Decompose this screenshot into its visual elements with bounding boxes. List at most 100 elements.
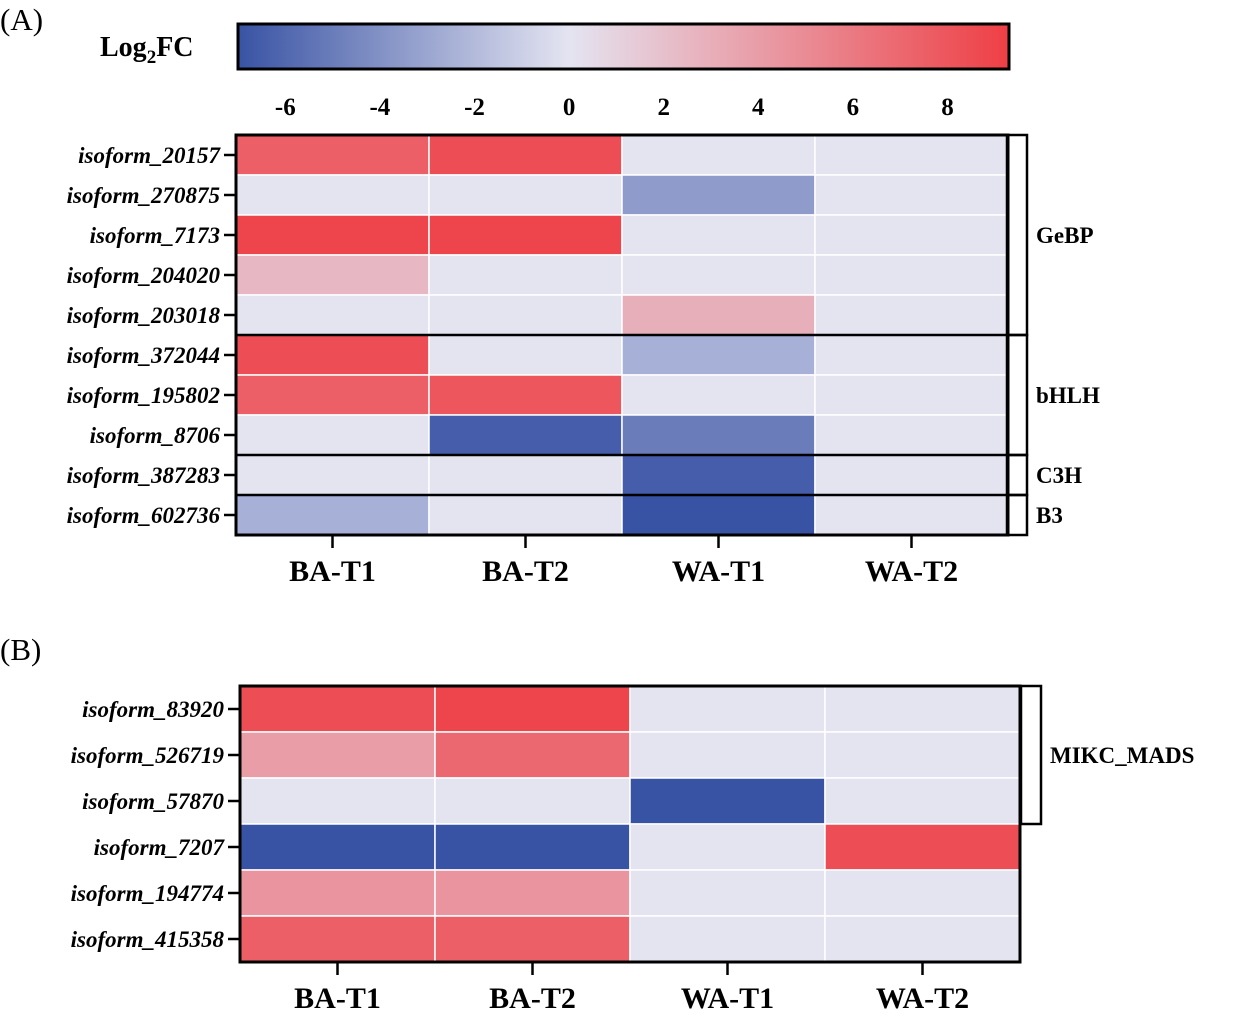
row-label: isoform_602736 <box>67 503 221 528</box>
heatmap-cell <box>824 777 1021 825</box>
row-label: isoform_203018 <box>67 303 221 328</box>
row-label: isoform_7173 <box>90 223 220 248</box>
colorbar-tick-label: -2 <box>464 94 485 121</box>
group-label: MIKC_MADS <box>1050 743 1194 768</box>
heatmap-cell <box>428 334 623 376</box>
group-bracket <box>1005 493 1029 537</box>
heatmap-cell <box>629 777 826 825</box>
heatmap-cell <box>235 294 430 336</box>
heatmap-cell <box>239 685 436 733</box>
heatmap-cell <box>434 823 631 871</box>
heatmap-cell <box>235 454 430 496</box>
row-label: isoform_387283 <box>67 463 220 488</box>
colorbar-ticks: -6 -4 -2 0 2 4 6 8 <box>275 94 954 121</box>
heatmap-cell <box>814 414 1009 456</box>
group-label: B3 <box>1036 503 1063 528</box>
heatmap-cell <box>235 134 430 176</box>
group-label: bHLH <box>1036 383 1100 408</box>
column-label: BA-T2 <box>482 555 569 588</box>
group-bracket <box>1005 133 1029 337</box>
heatmap-cell <box>235 374 430 416</box>
heatmap-cell <box>814 334 1009 376</box>
heatmap-cell <box>824 915 1021 963</box>
row-label: isoform_195802 <box>67 383 220 408</box>
group-bracket <box>1019 684 1043 826</box>
row-label: isoform_8706 <box>90 423 221 448</box>
group-bracket <box>1005 453 1029 497</box>
colorbar-tick-label: -4 <box>369 94 390 121</box>
column-label: WA-T2 <box>876 982 969 1015</box>
colorbar-bar <box>236 22 1011 71</box>
heatmap-cell <box>428 494 623 536</box>
heatmap-cell <box>629 731 826 779</box>
row-label: isoform_57870 <box>82 789 224 814</box>
heatmap-cell <box>428 254 623 296</box>
heatmap-cell <box>814 214 1009 256</box>
heatmap-cell <box>434 869 631 917</box>
heatmap-cell <box>824 869 1021 917</box>
heatmap-cell <box>621 254 816 296</box>
row-label: isoform_270875 <box>67 183 220 208</box>
column-label: BA-T2 <box>489 982 576 1015</box>
colorbar: Log2FC -6 -4 -2 0 2 4 6 8 <box>100 22 1011 121</box>
group-bracket <box>1005 333 1029 457</box>
heatmap-cell <box>428 214 623 256</box>
heatmap-cell <box>814 454 1009 496</box>
heatmap-cell <box>239 869 436 917</box>
heatmap-cell <box>621 294 816 336</box>
row-label: isoform_204020 <box>67 263 221 288</box>
heatmap-cell <box>621 454 816 496</box>
heatmap-cell <box>814 294 1009 336</box>
heatmap-cell <box>621 494 816 536</box>
panel-a-label: (A) <box>0 2 43 37</box>
heatmap-cell <box>621 374 816 416</box>
colorbar-tick-label: -6 <box>275 94 296 121</box>
row-label: isoform_83920 <box>82 697 224 722</box>
heatmap-cell <box>621 414 816 456</box>
heatmap-cell <box>434 731 631 779</box>
colorbar-title: Log2FC <box>100 32 194 68</box>
colorbar-tick-label: 4 <box>752 94 765 121</box>
heatmap-cell <box>814 134 1009 176</box>
group-label: C3H <box>1036 463 1082 488</box>
heatmap-cell <box>621 134 816 176</box>
row-label: isoform_7207 <box>94 835 226 860</box>
heatmap-cell <box>434 777 631 825</box>
row-label: isoform_526719 <box>71 743 225 768</box>
heatmap-cell <box>428 374 623 416</box>
heatmap-cell <box>824 685 1021 733</box>
heatmap-cell <box>235 334 430 376</box>
colorbar-tick-label: 0 <box>563 94 576 121</box>
heatmap-cell <box>629 823 826 871</box>
heatmap-cell <box>629 685 826 733</box>
column-label: WA-T1 <box>681 982 774 1015</box>
panel-a: (A) isoform_20157 isoform_270875 isoform_7… <box>0 2 1100 588</box>
heatmap-cell <box>434 915 631 963</box>
panel-b: (B) isoform_83920 isoform_526719 isoform_5… <box>0 632 1194 1015</box>
heatmap-cell <box>235 494 430 536</box>
group-label: GeBP <box>1036 223 1094 248</box>
column-label: WA-T1 <box>672 555 765 588</box>
colorbar-tick-label: 8 <box>941 94 954 121</box>
heatmap-cell <box>239 823 436 871</box>
colorbar-tick-label: 6 <box>847 94 860 121</box>
heatmap-cell <box>428 134 623 176</box>
heatmap-cell <box>814 494 1009 536</box>
column-label: BA-T1 <box>294 982 381 1015</box>
heatmap-cell <box>428 174 623 216</box>
row-label: isoform_20157 <box>78 143 221 168</box>
column-label: BA-T1 <box>289 555 376 588</box>
heatmap-cell <box>824 731 1021 779</box>
panel-b-label: (B) <box>0 632 41 667</box>
heatmap-cell <box>239 731 436 779</box>
heatmap-cell <box>428 454 623 496</box>
heatmap-cell <box>235 214 430 256</box>
heatmap-cell <box>428 294 623 336</box>
heatmap-cell <box>428 414 623 456</box>
heatmap-cell <box>235 414 430 456</box>
heatmap-cell <box>621 174 816 216</box>
row-label: isoform_194774 <box>71 881 224 906</box>
heatmap-cell <box>814 174 1009 216</box>
heatmap-cell <box>621 334 816 376</box>
